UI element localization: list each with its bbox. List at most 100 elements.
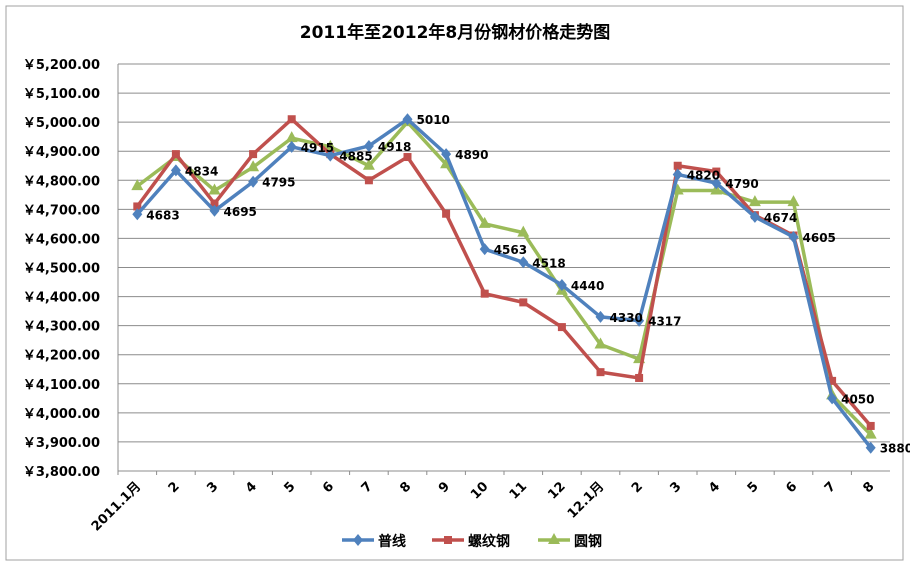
diamond-marker (170, 164, 181, 177)
square-marker (249, 150, 258, 159)
legend-label: 圆钢 (574, 533, 602, 550)
y-tick-label: ￥4,300.00 (23, 320, 100, 335)
y-tick-label: ￥4,600.00 (23, 232, 100, 247)
square-marker (866, 421, 875, 430)
triangle-marker (324, 139, 337, 151)
diamond-marker (556, 278, 567, 291)
diamond-marker (518, 256, 529, 269)
triangle-marker (787, 195, 800, 207)
diamond-marker (132, 208, 143, 221)
diamond-marker (865, 441, 876, 454)
series-group (131, 113, 877, 454)
triangle-marker (478, 216, 491, 228)
data-label: 4790 (725, 177, 758, 191)
square-marker (596, 368, 605, 377)
diamond-marker (634, 314, 645, 327)
data-label: 4885 (339, 150, 372, 164)
data-label: 4440 (571, 279, 604, 293)
diamond-marker (827, 392, 838, 405)
chart-border (5, 5, 904, 561)
triangle-marker (131, 179, 144, 191)
legend-item: 螺纹钢 (432, 533, 510, 550)
y-tick-label: ￥5,100.00 (23, 87, 100, 102)
square-marker (480, 289, 489, 298)
triangle-marker (748, 195, 761, 207)
square-marker (828, 376, 837, 385)
square-marker (171, 150, 180, 159)
series-line (135, 117, 873, 428)
square-marker (557, 323, 566, 332)
chart-title: 2011年至2012年8月份钢材价格走势图 (300, 22, 610, 43)
data-label: 4820 (687, 168, 720, 182)
diamond-marker (441, 148, 452, 161)
square-marker (403, 153, 412, 162)
y-tick-label: ￥4,400.00 (23, 291, 100, 306)
diamond-marker (353, 534, 363, 546)
y-tick-label: ￥4,000.00 (23, 407, 100, 422)
y-tick-label: ￥4,100.00 (23, 378, 100, 393)
y-axis: ￥5,200.00 ￥5,100.00 ￥5,000.00 ￥4,900.00 ￥4,8… (23, 58, 119, 480)
legend: 普线 螺纹钢 圆钢 (342, 533, 602, 550)
square-marker (133, 202, 142, 211)
data-label: 4330 (610, 311, 643, 325)
legend-label: 普线 (378, 533, 406, 550)
data-label: 4695 (224, 205, 257, 219)
triangle-marker (362, 158, 375, 170)
data-label: 4795 (262, 176, 295, 190)
diamond-marker (402, 113, 413, 126)
y-tick-label: ￥4,800.00 (23, 174, 100, 189)
square-marker (442, 209, 451, 218)
data-label: 4518 (532, 256, 565, 270)
triangle-marker (594, 337, 607, 349)
data-label: 4915 (301, 141, 334, 155)
diamond-marker (363, 139, 374, 152)
y-tick-label: ￥4,900.00 (23, 145, 100, 160)
data-label: 4605 (803, 231, 836, 245)
y-tick-label: ￥4,700.00 (23, 203, 100, 218)
data-label: 5010 (417, 113, 450, 127)
square-marker (364, 176, 373, 185)
series-square (133, 115, 875, 430)
data-label: 4050 (841, 392, 874, 406)
square-marker (210, 199, 219, 208)
legend-item: 普线 (342, 533, 406, 550)
triangle-marker (247, 160, 260, 172)
series-line (135, 117, 873, 449)
series-line (136, 120, 872, 436)
data-label: 3880 (880, 442, 910, 456)
square-marker (287, 115, 296, 124)
diamond-marker (479, 243, 490, 256)
y-tick-label: ￥4,200.00 (23, 349, 100, 364)
diamond-marker (209, 204, 220, 217)
diamond-marker (595, 310, 606, 323)
data-label: 4918 (378, 140, 411, 154)
legend-item: 圆钢 (538, 533, 602, 550)
square-marker (712, 167, 721, 176)
y-tick-label: ￥5,000.00 (23, 116, 100, 131)
diamond-marker (749, 210, 760, 223)
data-label: 4563 (494, 243, 527, 257)
diamond-marker (286, 140, 297, 153)
square-marker (444, 536, 452, 544)
y-tick-label: ￥4,500.00 (23, 262, 100, 277)
triangle-marker (208, 183, 221, 195)
data-label: 4834 (185, 164, 218, 178)
triangle-marker (548, 533, 560, 544)
data-labels: 4683 4834 4695 4795 4915 4885 4918 5010 4890 4563… (146, 113, 910, 456)
series-diamond (132, 113, 876, 454)
data-label: 4674 (764, 211, 797, 225)
diamond-marker (248, 175, 259, 188)
diamond-marker (711, 177, 722, 190)
y-tick-label: ￥3,800.00 (23, 465, 100, 480)
y-tick-label: ￥5,200.00 (23, 58, 100, 73)
data-label: 4890 (455, 148, 488, 162)
triangle-marker (864, 427, 877, 439)
square-marker (519, 298, 528, 307)
diamond-marker (788, 230, 799, 243)
triangle-marker (285, 131, 298, 143)
diamond-marker (672, 168, 683, 181)
triangle-marker (517, 225, 530, 237)
legend-label: 螺纹钢 (468, 533, 510, 550)
